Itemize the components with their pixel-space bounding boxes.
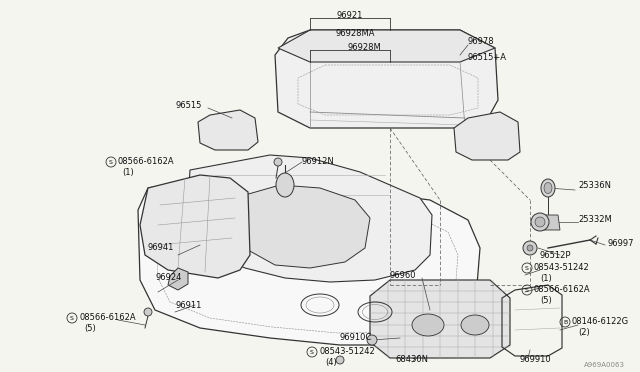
Polygon shape	[536, 215, 560, 230]
Polygon shape	[275, 30, 498, 128]
Polygon shape	[238, 185, 370, 268]
Text: 08543-51242: 08543-51242	[534, 263, 589, 273]
Text: 96997: 96997	[608, 238, 634, 247]
Circle shape	[535, 217, 545, 227]
Text: 96515: 96515	[176, 100, 202, 109]
Circle shape	[523, 241, 537, 255]
Text: 96978: 96978	[468, 38, 495, 46]
Circle shape	[274, 158, 282, 166]
Text: 96912N: 96912N	[302, 157, 335, 167]
Text: 96924: 96924	[155, 273, 181, 282]
Text: 68430N: 68430N	[395, 356, 428, 365]
Polygon shape	[454, 112, 520, 160]
Text: 96960: 96960	[390, 270, 417, 279]
Circle shape	[367, 335, 377, 345]
Circle shape	[531, 213, 549, 231]
Text: 08566-6162A: 08566-6162A	[534, 285, 591, 295]
Circle shape	[527, 245, 533, 251]
Polygon shape	[188, 155, 432, 282]
Text: 96928M: 96928M	[348, 44, 381, 52]
Text: 08146-6122G: 08146-6122G	[572, 317, 629, 327]
Polygon shape	[278, 30, 495, 62]
Text: 96512P: 96512P	[540, 250, 572, 260]
Ellipse shape	[541, 179, 555, 197]
Text: 25336N: 25336N	[578, 180, 611, 189]
Text: 08566-6162A: 08566-6162A	[79, 314, 136, 323]
Circle shape	[144, 308, 152, 316]
Text: 96921: 96921	[337, 10, 363, 19]
Text: S: S	[310, 350, 314, 355]
Polygon shape	[138, 168, 480, 345]
Text: S: S	[109, 160, 113, 164]
Polygon shape	[198, 110, 258, 150]
Ellipse shape	[461, 315, 489, 335]
Text: 08566-6162A: 08566-6162A	[118, 157, 175, 167]
Text: 96910C: 96910C	[340, 334, 372, 343]
Text: 96928MA: 96928MA	[335, 29, 375, 38]
Text: (4): (4)	[325, 357, 337, 366]
Text: (1): (1)	[122, 167, 134, 176]
Text: A969A0063: A969A0063	[584, 362, 625, 368]
Ellipse shape	[544, 183, 552, 193]
Circle shape	[336, 356, 344, 364]
Text: 96515+A: 96515+A	[468, 54, 507, 62]
Text: (5): (5)	[540, 295, 552, 305]
Text: (2): (2)	[578, 327, 589, 337]
Text: 96911: 96911	[175, 301, 202, 310]
Ellipse shape	[276, 173, 294, 197]
Polygon shape	[168, 268, 188, 290]
Ellipse shape	[412, 314, 444, 336]
Text: (1): (1)	[540, 273, 552, 282]
Polygon shape	[140, 175, 250, 278]
Text: 969910: 969910	[520, 356, 552, 365]
Text: B: B	[563, 320, 567, 324]
Text: S: S	[525, 266, 529, 270]
Text: 08543-51242: 08543-51242	[319, 347, 375, 356]
Text: (5): (5)	[84, 324, 96, 333]
Text: 25332M: 25332M	[578, 215, 612, 224]
Text: S: S	[70, 315, 74, 321]
Polygon shape	[370, 280, 510, 358]
Text: 96941: 96941	[148, 244, 174, 253]
Text: S: S	[525, 288, 529, 292]
